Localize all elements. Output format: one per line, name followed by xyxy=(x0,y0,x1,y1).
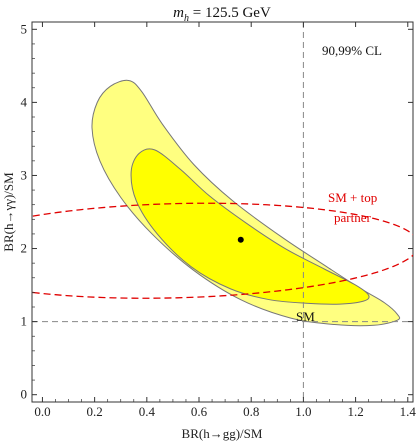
y-tick-label: 5 xyxy=(21,21,28,36)
plot-frame xyxy=(31,21,414,403)
reference-lines xyxy=(32,22,413,402)
x-tick-label: 1.0 xyxy=(295,404,311,419)
cl-label: 90,99% CL xyxy=(322,43,382,58)
x-tick-label: 0.4 xyxy=(139,404,156,419)
y-axis-label: BR(h→γγ)/SM xyxy=(1,172,16,252)
sm-top-partner-curve xyxy=(32,202,413,299)
y-tick-label: 4 xyxy=(21,94,28,109)
top-partner-label-line1: SM + top xyxy=(328,190,377,205)
cl-region-90 xyxy=(130,148,370,305)
x-tick-label: 1.4 xyxy=(400,404,417,419)
chart-title: mh = 125.5 GeV xyxy=(173,5,271,24)
sm-label: SM xyxy=(296,309,315,324)
top-partner-label-line2: partner xyxy=(334,210,371,225)
x-axis-ticks: 0.0 0.2 0.4 0.6 0.8 1.0 1.2 1.4 xyxy=(34,22,416,419)
sm-top-partner-curve-group xyxy=(32,202,413,299)
y-tick-label: 1 xyxy=(21,314,28,329)
y-axis-ticks: 0 1 2 3 4 5 xyxy=(21,21,413,402)
x-axis-label: BR(h→gg)/SM xyxy=(182,426,263,441)
x-tick-label: 0.0 xyxy=(34,404,50,419)
x-tick-label: 0.6 xyxy=(191,404,208,419)
y-tick-label: 3 xyxy=(21,167,28,182)
x-tick-label: 0.8 xyxy=(243,404,259,419)
cl-region-99 xyxy=(91,79,401,327)
x-tick-label: 0.2 xyxy=(87,404,103,419)
y-tick-label: 0 xyxy=(21,387,28,402)
best-fit-point xyxy=(237,236,244,243)
y-tick-label: 2 xyxy=(21,241,28,256)
x-tick-label: 1.2 xyxy=(347,404,363,419)
cl-regions xyxy=(91,79,401,327)
